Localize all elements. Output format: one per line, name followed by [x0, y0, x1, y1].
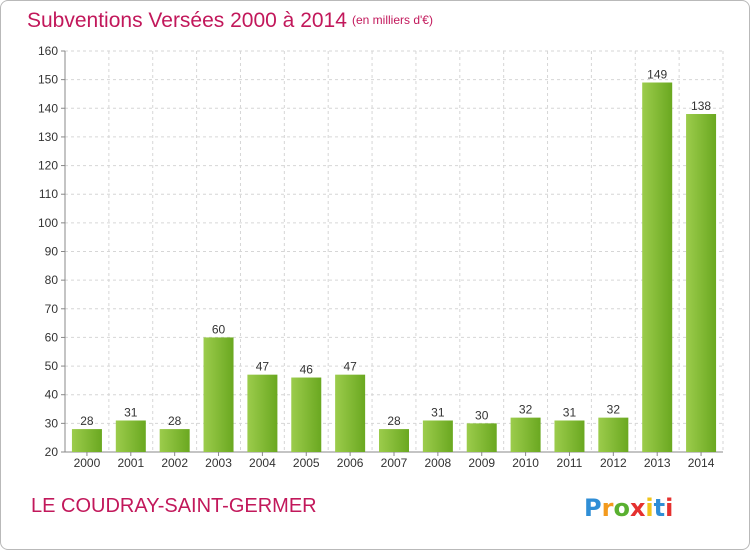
y-tick-label: 20: [45, 445, 59, 459]
x-tick-label: 2000: [74, 456, 101, 470]
bar-value-label: 31: [431, 405, 445, 419]
chart-subtitle: (en milliers d'€): [352, 13, 433, 27]
bar: [335, 374, 366, 452]
bar-value-label: 28: [168, 414, 182, 428]
bar-value-label: 149: [647, 68, 667, 82]
x-tick-label: 2013: [644, 456, 671, 470]
bar-value-label: 32: [519, 403, 533, 417]
y-tick-label: 80: [45, 273, 59, 287]
bar: [422, 420, 453, 452]
x-tick-label: 2001: [117, 456, 144, 470]
bar: [554, 420, 585, 452]
x-tick-label: 2003: [205, 456, 232, 470]
bar-value-label: 46: [300, 363, 314, 377]
bar-value-label: 32: [607, 403, 621, 417]
bar-value-label: 47: [256, 360, 270, 374]
axes: [61, 50, 723, 456]
y-tick-label: 120: [38, 159, 58, 173]
bar: [379, 429, 409, 452]
bar: [159, 429, 190, 452]
x-tick-label: 2014: [688, 456, 715, 470]
bar: [466, 423, 497, 452]
bar: [247, 374, 278, 452]
y-tick-label: 150: [38, 73, 58, 87]
svg-text:Proxiti: Proxiti: [584, 494, 673, 522]
x-tick-label: 2009: [468, 456, 495, 470]
bar-value-label: 30: [475, 408, 489, 422]
y-tick-label: 90: [45, 245, 59, 259]
bars: [71, 82, 717, 452]
grid-lines: [64, 50, 724, 453]
bar: [598, 417, 629, 452]
commune-name: LE COUDRAY-SAINT-GERMER: [31, 495, 317, 517]
x-tick-label: 2010: [512, 456, 539, 470]
bar-value-label: 31: [124, 405, 138, 419]
bar-value-label: 138: [691, 99, 711, 113]
y-tick-label: 40: [45, 388, 59, 402]
x-tick-label: 2008: [425, 456, 452, 470]
bar-value-label: 28: [80, 414, 94, 428]
bar: [203, 337, 234, 452]
proxiti-logo[interactable]: Proxiti: [584, 491, 694, 523]
y-tick-label: 70: [45, 302, 59, 316]
y-tick-label: 60: [45, 330, 59, 344]
bar: [115, 420, 146, 452]
x-tick-label: 2002: [161, 456, 188, 470]
bar-value-label: 28: [387, 414, 401, 428]
x-tick-label: 2004: [249, 456, 276, 470]
labels: 20 30 40 50 60 70 80 90 100 110 120 130 140 150 160 28 2…: [38, 44, 715, 470]
bar-value-label: 31: [563, 405, 577, 419]
y-tick-label: 160: [38, 44, 58, 58]
x-tick-label: 2007: [381, 456, 408, 470]
y-tick-label: 100: [38, 216, 58, 230]
bar: [71, 429, 102, 452]
x-tick-label: 2012: [600, 456, 627, 470]
y-tick-label: 140: [38, 101, 58, 115]
y-tick-label: 30: [45, 416, 59, 430]
chart-title: Subventions Versées 2000 à 2014: [27, 9, 347, 32]
bar: [686, 114, 717, 452]
y-tick-label: 110: [39, 187, 58, 201]
bar: [510, 417, 541, 452]
bar-value-label: 47: [343, 360, 357, 374]
y-tick-label: 130: [38, 130, 58, 144]
bar: [642, 82, 673, 452]
bar-value-label: 60: [212, 322, 226, 336]
x-tick-label: 2011: [557, 456, 583, 470]
x-tick-label: 2006: [337, 456, 364, 470]
bar: [291, 377, 322, 452]
x-tick-label: 2005: [293, 456, 320, 470]
y-tick-label: 50: [45, 359, 59, 373]
